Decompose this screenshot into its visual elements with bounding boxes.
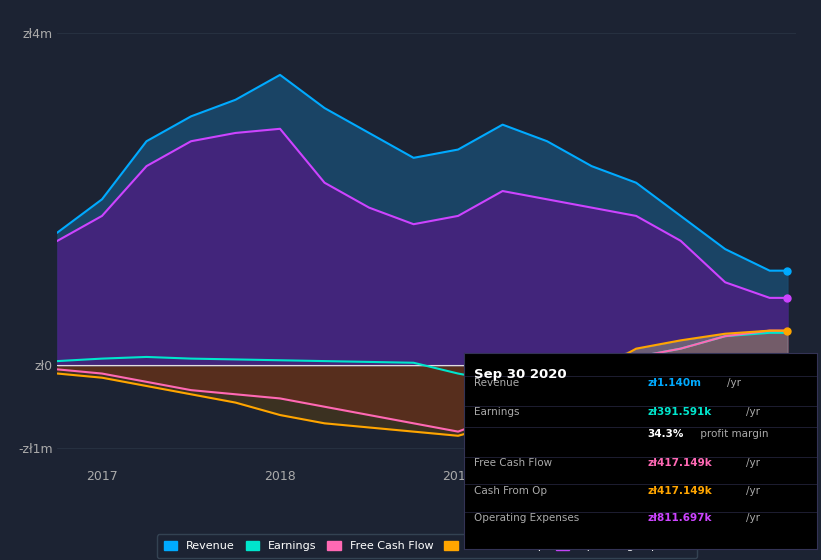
Text: Operating Expenses: Operating Expenses (475, 514, 580, 523)
Text: Free Cash Flow: Free Cash Flow (475, 459, 553, 468)
Legend: Revenue, Earnings, Free Cash Flow, Cash From Op, Operating Expenses: Revenue, Earnings, Free Cash Flow, Cash … (157, 534, 697, 558)
Text: Sep 30 2020: Sep 30 2020 (475, 368, 567, 381)
Text: zł391.591k: zł391.591k (648, 408, 712, 418)
Text: /yr: /yr (746, 408, 760, 418)
Text: zł417.149k: zł417.149k (648, 486, 712, 496)
Text: zł417.149k: zł417.149k (648, 459, 712, 468)
Text: Revenue: Revenue (475, 378, 520, 388)
Text: zł811.697k: zł811.697k (648, 514, 712, 523)
Text: profit margin: profit margin (697, 429, 768, 439)
Text: Cash From Op: Cash From Op (475, 486, 548, 496)
Text: /yr: /yr (746, 514, 760, 523)
Text: /yr: /yr (746, 486, 760, 496)
Text: /yr: /yr (727, 378, 741, 388)
Text: /yr: /yr (746, 459, 760, 468)
Text: Earnings: Earnings (475, 408, 520, 418)
Text: zł1.140m: zł1.140m (648, 378, 701, 388)
Text: 34.3%: 34.3% (648, 429, 684, 439)
